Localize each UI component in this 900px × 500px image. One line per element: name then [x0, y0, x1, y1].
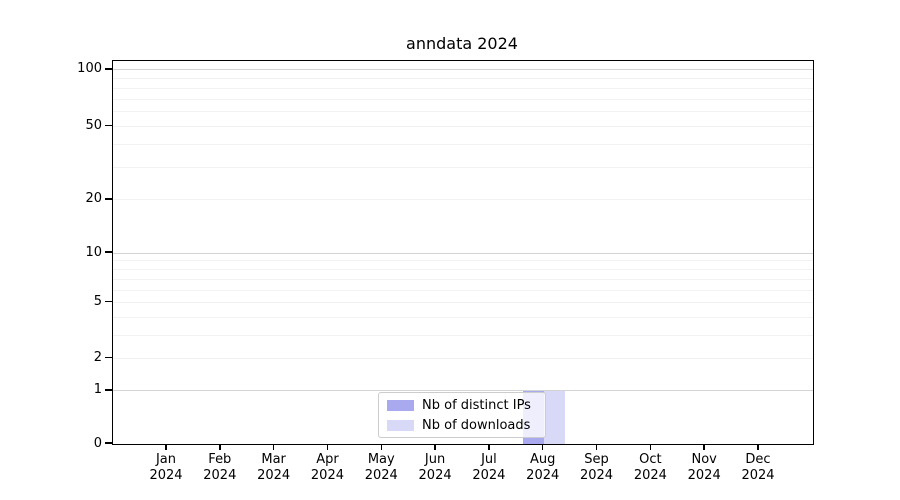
- legend: Nb of distinct IPs Nb of downloads: [378, 392, 546, 438]
- x-tick-label: Sep 2024: [579, 452, 614, 483]
- y-minor-gridline: [113, 358, 813, 360]
- y-tick-mark: [105, 442, 112, 444]
- y-minor-gridline: [113, 316, 813, 318]
- y-tick-label: 20: [85, 191, 102, 207]
- y-minor-gridline: [113, 268, 813, 270]
- x-tick-label: Apr 2024: [310, 452, 344, 483]
- y-tick-mark: [105, 300, 112, 303]
- legend-label-distinct-ips: Nb of distinct IPs: [422, 397, 531, 413]
- x-tick-label: Jul 2024: [472, 452, 506, 483]
- y-tick-mark: [105, 68, 112, 70]
- chart-title: anndata 2024: [406, 34, 518, 53]
- y-minor-gridline: [113, 199, 813, 201]
- plot-area: Nb of distinct IPs Nb of downloads: [112, 60, 814, 445]
- y-tick-mark: [105, 198, 112, 200]
- y-major-gridline: [113, 390, 813, 392]
- y-tick-label: 100: [77, 61, 102, 77]
- y-minor-gridline: [113, 334, 813, 336]
- y-minor-gridline: [113, 260, 813, 262]
- x-tick-label: Dec 2024: [741, 452, 775, 483]
- y-minor-gridline: [113, 87, 813, 89]
- y-minor-gridline: [113, 77, 813, 79]
- y-tick-label: 0: [93, 435, 102, 451]
- y-major-gridline: [113, 69, 813, 71]
- x-tick-label: Aug 2024: [526, 452, 560, 483]
- y-tick-label: 5: [93, 294, 102, 310]
- x-tick-label: May 2024: [364, 452, 398, 483]
- x-tick-label: Oct 2024: [633, 452, 667, 483]
- y-minor-gridline: [113, 278, 813, 280]
- x-tick-label: Nov 2024: [687, 452, 721, 483]
- y-minor-gridline: [113, 98, 813, 100]
- grid-layer: [113, 61, 813, 444]
- y-minor-gridline: [113, 167, 813, 169]
- y-tick-mark: [105, 389, 112, 391]
- legend-item-downloads: Nb of downloads: [379, 418, 545, 433]
- legend-swatch-distinct-ips: [387, 399, 414, 411]
- y-minor-gridline: [113, 302, 813, 304]
- y-tick-label: 1: [93, 382, 102, 398]
- y-tick-mark: [105, 356, 112, 359]
- bar-downloads: [543, 390, 565, 444]
- y-minor-gridline: [113, 289, 813, 291]
- bar-layer: [113, 61, 813, 444]
- legend-swatch-downloads: [387, 419, 414, 431]
- y-tick-mark: [105, 124, 112, 127]
- y-tick-label: 2: [93, 350, 102, 366]
- y-tick-mark: [105, 251, 112, 253]
- x-tick-label: Jun 2024: [418, 452, 452, 483]
- x-tick-label: Feb 2024: [203, 452, 237, 483]
- y-minor-gridline: [113, 125, 813, 127]
- y-major-gridline: [113, 252, 813, 254]
- legend-label-downloads: Nb of downloads: [422, 417, 531, 433]
- x-tick-label: Mar 2024: [257, 452, 291, 483]
- x-tick-label: Jan 2024: [149, 452, 183, 483]
- y-tick-label: 10: [85, 244, 102, 260]
- y-minor-gridline: [113, 143, 813, 145]
- y-tick-label: 50: [85, 117, 102, 133]
- y-minor-gridline: [113, 111, 813, 113]
- legend-item-distinct-ips: Nb of distinct IPs: [379, 398, 545, 413]
